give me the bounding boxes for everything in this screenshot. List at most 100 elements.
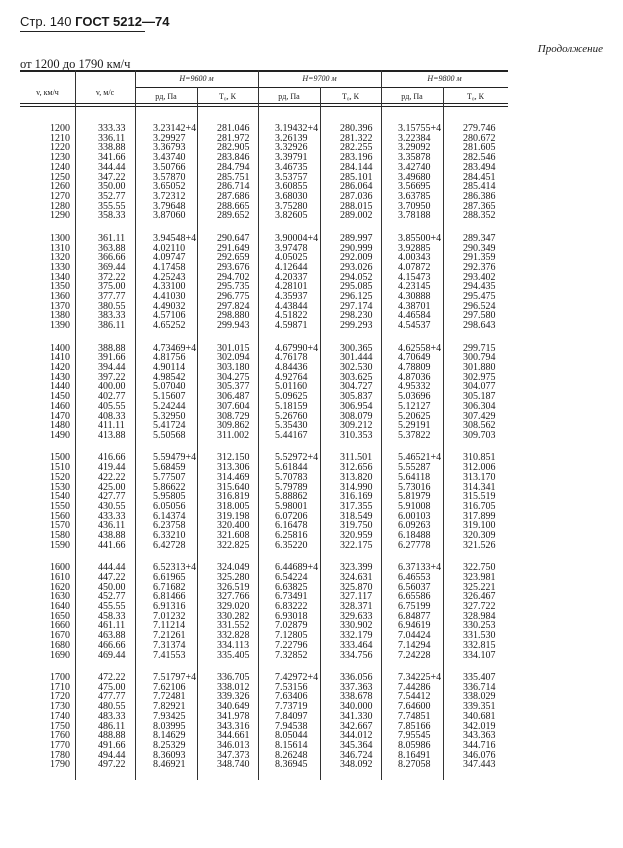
cell-t-9600: 288.665 bbox=[217, 200, 250, 212]
cell-t-9700: 318.549 bbox=[340, 510, 373, 522]
data-table: v, км/ч v, м/с H=9600 м H=9700 м H=9800 … bbox=[20, 70, 508, 780]
cell-v-kmh: 1300 bbox=[50, 232, 70, 244]
cell-v-kmh: 1790 bbox=[50, 759, 70, 771]
cell-t-9600: 339.326 bbox=[217, 691, 250, 703]
cell-p-9600: 4.81756 bbox=[153, 352, 186, 364]
table-row: 1580 438.88 6.33210 321.608 6.25816 320.959 6.… bbox=[20, 531, 508, 541]
cell-v-ms: 469.44 bbox=[98, 649, 126, 661]
cell-p-9700: 3.75280 bbox=[275, 200, 308, 212]
cell-p-9600: 4.65252 bbox=[153, 320, 186, 332]
cell-p-9800: 3.29092 bbox=[398, 142, 431, 154]
cell-v-kmh: 1770 bbox=[50, 739, 70, 751]
cell-t-9700: 294.052 bbox=[340, 271, 373, 283]
cell-p-9700: 5.01160 bbox=[275, 381, 308, 393]
cell-t-9800: 306.304 bbox=[463, 400, 496, 412]
cell-t-9800: 301.880 bbox=[463, 362, 496, 373]
cell-v-kmh: 1500 bbox=[50, 452, 70, 464]
cell-v-ms: 463.88 bbox=[98, 630, 126, 642]
cell-t-9600: 290.647 bbox=[217, 232, 250, 244]
cell-v-ms: 347.22 bbox=[98, 171, 126, 183]
cell-t-9800: 323.981 bbox=[463, 571, 496, 583]
cell-v-kmh: 1530 bbox=[50, 481, 70, 493]
cell-v-ms: 408.33 bbox=[98, 410, 126, 422]
cell-v-kmh: 1710 bbox=[50, 681, 70, 693]
cell-p-9800: 4.70649 bbox=[398, 352, 431, 364]
cell-v-ms: 466.66 bbox=[98, 639, 126, 651]
cell-t-9700: 310.353 bbox=[340, 429, 373, 441]
cell-t-9800: 340.681 bbox=[463, 710, 496, 722]
cell-v-ms: 477.77 bbox=[98, 691, 126, 703]
table-row: 1740 483.33 7.93425 341.978 7.84097 341.330 7.… bbox=[20, 710, 508, 722]
table-row: 1440 400.00 5.07040 305.377 5.01160 304.727 4.… bbox=[20, 382, 508, 392]
col-divider bbox=[135, 70, 136, 780]
cell-t-9800: 299.715 bbox=[463, 342, 496, 354]
cell-p-9800: 5.03696 bbox=[398, 391, 431, 403]
cell-v-ms: 344.44 bbox=[98, 161, 126, 173]
cell-p-9700: 5.26760 bbox=[275, 410, 308, 422]
cell-t-9800: 287.365 bbox=[463, 200, 496, 212]
cell-t-9700: 309.212 bbox=[340, 420, 373, 432]
cell-t-9700: 306.954 bbox=[340, 400, 373, 412]
cell-v-kmh: 1610 bbox=[50, 571, 70, 583]
cell-t-9700: 348.092 bbox=[340, 759, 373, 771]
cell-t-9800: 300.794 bbox=[463, 352, 496, 364]
cell-p-9800: 8.27058 bbox=[398, 759, 431, 771]
cell-t-9700: 336.056 bbox=[340, 672, 373, 683]
table-row: 1300 361.11 3.94548+4 290.647 3.90004+4 289.9… bbox=[20, 232, 508, 244]
cell-v-ms: 461.11 bbox=[98, 620, 126, 632]
header-p-9600: pд, Па bbox=[155, 92, 177, 101]
cell-p-9600: 3.57870 bbox=[153, 171, 186, 183]
cell-p-9700: 3.32926 bbox=[275, 142, 308, 154]
cell-t-9800: 295.475 bbox=[463, 291, 496, 302]
cell-t-9600: 304.275 bbox=[217, 371, 250, 383]
cell-t-9600: 292.659 bbox=[217, 252, 250, 264]
cell-p-9600: 3.65052 bbox=[153, 181, 186, 193]
cell-t-9700: 293.026 bbox=[340, 261, 373, 273]
table-row: 1420 394.44 4.90114 303.180 4.84436 302.530 4.… bbox=[20, 363, 508, 373]
cell-t-9600: 283.846 bbox=[217, 152, 250, 164]
cell-p-9800: 6.18488 bbox=[398, 530, 431, 541]
table-row: 1630 452.77 6.81466 327.766 6.73491 327.117 6.… bbox=[20, 592, 508, 602]
cell-p-9800: 4.15473 bbox=[398, 271, 431, 283]
cell-t-9600: 340.649 bbox=[217, 701, 250, 713]
cell-v-ms: 452.77 bbox=[98, 591, 126, 603]
cell-t-9600: 327.766 bbox=[217, 591, 250, 603]
cell-p-9600: 6.42728 bbox=[153, 539, 186, 551]
cell-p-9600: 8.36093 bbox=[153, 749, 186, 761]
cell-t-9700: 325.870 bbox=[340, 581, 373, 593]
col-divider bbox=[443, 87, 444, 780]
cell-v-kmh: 1250 bbox=[50, 171, 70, 183]
cell-t-9800: 346.076 bbox=[463, 749, 496, 761]
cell-v-ms: 394.44 bbox=[98, 362, 126, 373]
cell-p-9600: 3.79648 bbox=[153, 200, 186, 212]
cell-t-9800: 284.451 bbox=[463, 171, 496, 183]
cell-t-9700: 288.015 bbox=[340, 200, 373, 212]
cell-p-9600: 6.52313+4 bbox=[153, 562, 197, 574]
table-row: 1410 391.66 4.81756 302.094 4.76178 301.444 4.… bbox=[20, 353, 508, 363]
table-row: 1250 347.22 3.57870 285.751 3.53757 285.101 3.… bbox=[20, 171, 508, 183]
table-row: 1750 486.11 8.03995 343.316 7.94538 342.667 7.… bbox=[20, 721, 508, 732]
cell-p-9600: 7.01232 bbox=[153, 610, 186, 622]
cell-p-9700: 3.97478 bbox=[275, 242, 308, 254]
table-row: 1270 352.77 3.72312 287.686 3.68030 287.036 3.… bbox=[20, 192, 508, 202]
cell-p-9700: 4.59871 bbox=[275, 320, 308, 332]
cell-v-kmh: 1680 bbox=[50, 639, 70, 651]
cell-t-9800: 344.716 bbox=[463, 739, 496, 751]
cell-p-9800: 4.38701 bbox=[398, 300, 431, 312]
cell-t-9700: 298.230 bbox=[340, 310, 373, 322]
cell-t-9600: 319.198 bbox=[217, 510, 250, 522]
cell-v-kmh: 1290 bbox=[50, 210, 70, 222]
cell-p-9700: 7.02879 bbox=[275, 620, 308, 632]
table-row: 1770 491.66 8.25329 346.013 8.15614 345.364 8.… bbox=[20, 741, 508, 751]
table-row: 1620 450.00 6.71682 326.519 6.63825 325.870 6.… bbox=[20, 581, 508, 593]
header-t-9800: T₀, К bbox=[466, 92, 484, 101]
standard-number: ГОСТ 5212—74 bbox=[75, 14, 170, 29]
cell-t-9700: 280.396 bbox=[340, 123, 373, 134]
cell-v-kmh: 1670 bbox=[50, 630, 70, 642]
cell-t-9800: 335.407 bbox=[463, 672, 496, 683]
cell-v-kmh: 1380 bbox=[50, 310, 70, 322]
cell-t-9700: 340.000 bbox=[340, 701, 373, 713]
cell-t-9600: 347.373 bbox=[217, 749, 250, 761]
header-v-ms: v, м/с bbox=[95, 88, 115, 97]
cell-p-9800: 4.30888 bbox=[398, 291, 431, 302]
